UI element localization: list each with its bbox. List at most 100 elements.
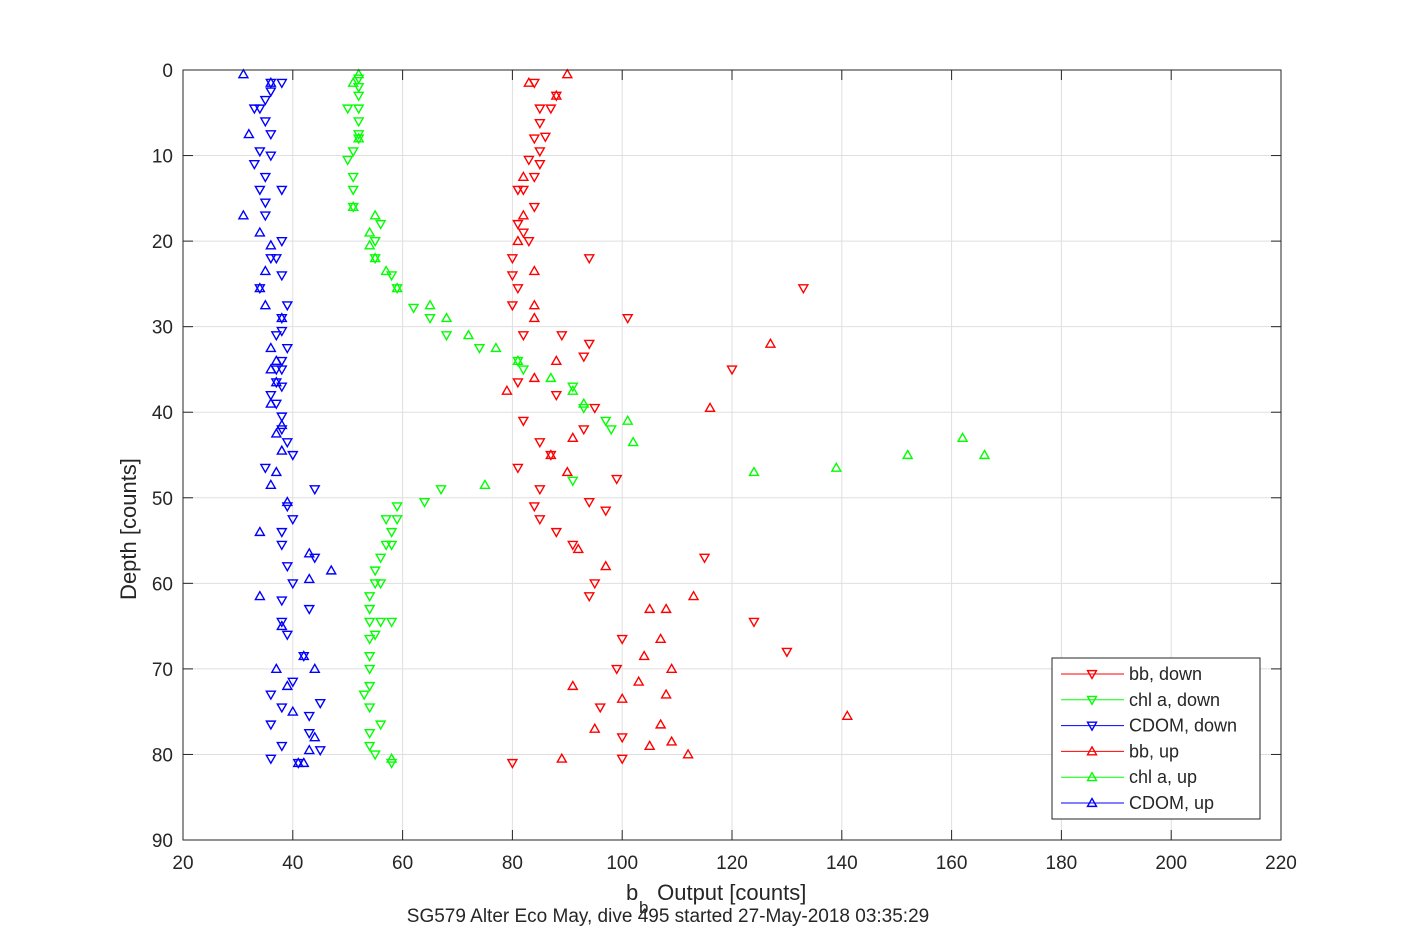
data-point <box>259 211 272 222</box>
data-point <box>363 617 376 628</box>
data-point <box>797 284 810 295</box>
data-point <box>589 722 601 733</box>
data-point <box>462 329 475 340</box>
data-point <box>517 416 530 427</box>
data-point <box>270 331 283 342</box>
data-point <box>517 171 530 182</box>
data-point <box>248 104 261 115</box>
data-point <box>363 239 376 250</box>
data-point <box>512 354 524 365</box>
data-point <box>380 540 392 551</box>
data-point <box>254 147 266 158</box>
x-tick-label: 20 <box>172 853 193 874</box>
data-point <box>276 620 288 631</box>
data-point <box>369 209 381 220</box>
data-point <box>539 132 552 143</box>
data-point <box>347 147 359 158</box>
y-tick-label: 30 <box>152 318 173 339</box>
data-point <box>600 416 612 427</box>
legend-entry: chl a, down <box>1061 690 1220 710</box>
y-tick-label: 60 <box>152 574 173 595</box>
data-point <box>424 314 436 325</box>
data-point <box>589 579 601 590</box>
data-point <box>287 705 299 716</box>
data-point <box>363 681 376 692</box>
data-point <box>523 155 535 166</box>
data-point <box>572 543 584 554</box>
data-point <box>901 449 914 460</box>
data-point <box>660 603 672 614</box>
data-point <box>517 185 530 196</box>
y-tick-label: 40 <box>152 403 173 424</box>
data-point <box>517 209 530 220</box>
series-1 <box>341 74 617 769</box>
data-point <box>385 617 398 628</box>
data-point <box>303 573 315 584</box>
data-point <box>369 579 381 590</box>
data-point <box>550 354 563 365</box>
data-point <box>578 397 590 408</box>
data-point <box>254 185 266 196</box>
data-point <box>561 68 574 79</box>
data-point <box>611 664 623 675</box>
data-point <box>276 382 288 393</box>
y-axis-label: Depth [counts] <box>116 458 141 600</box>
data-point <box>545 449 557 460</box>
data-point <box>341 155 354 166</box>
data-point <box>556 752 568 763</box>
data-point <box>347 200 359 211</box>
data-point <box>374 553 387 564</box>
x-tick-label: 220 <box>1265 853 1297 874</box>
data-point <box>473 343 486 354</box>
y-tick-label: 10 <box>152 147 173 168</box>
legend-marker <box>1086 745 1098 756</box>
data-point <box>616 634 628 645</box>
data-point <box>265 254 277 265</box>
data-point <box>259 198 272 209</box>
data-point <box>276 703 288 714</box>
x-tick-label: 140 <box>826 853 858 874</box>
data-point <box>534 147 546 158</box>
data-point <box>556 331 568 342</box>
x-tick-label: 120 <box>716 853 748 874</box>
data-point <box>309 553 321 564</box>
y-tick-label: 90 <box>152 831 173 852</box>
data-point <box>616 754 628 765</box>
data-point <box>363 741 376 752</box>
data-point <box>270 662 283 673</box>
legend-entry: chl a, up <box>1061 767 1197 787</box>
data-point <box>248 160 261 171</box>
data-point <box>621 414 634 425</box>
data-point <box>237 68 250 79</box>
data-point <box>479 479 491 490</box>
data-point <box>512 463 524 474</box>
data-point <box>611 474 623 485</box>
chart-caption: SG579 Alter Eco May, dive 495 started 27… <box>407 906 929 927</box>
data-point <box>347 76 359 87</box>
legend-label: chl a, down <box>1129 690 1220 710</box>
legend-entry: bb, up <box>1061 741 1179 761</box>
data-point <box>687 590 700 601</box>
data-point <box>270 466 283 477</box>
data-point <box>265 690 277 701</box>
series-5 <box>237 68 337 768</box>
data-point <box>276 527 288 538</box>
data-point <box>589 403 601 414</box>
data-point <box>627 436 639 447</box>
data-point <box>287 579 299 590</box>
data-point <box>528 172 541 183</box>
x-axis-label: b b Output [counts] <box>626 880 806 917</box>
legend-label: CDOM, down <box>1129 716 1237 736</box>
legend-marker <box>1086 695 1098 706</box>
data-point <box>276 444 288 455</box>
data-point <box>567 384 579 395</box>
legend-entry: bb, down <box>1061 664 1202 684</box>
data-point <box>528 134 541 145</box>
data-point <box>358 690 370 701</box>
data-point <box>654 633 667 644</box>
data-point <box>369 237 381 248</box>
data-point <box>276 425 288 436</box>
data-point <box>309 662 321 673</box>
data-point <box>550 391 563 402</box>
